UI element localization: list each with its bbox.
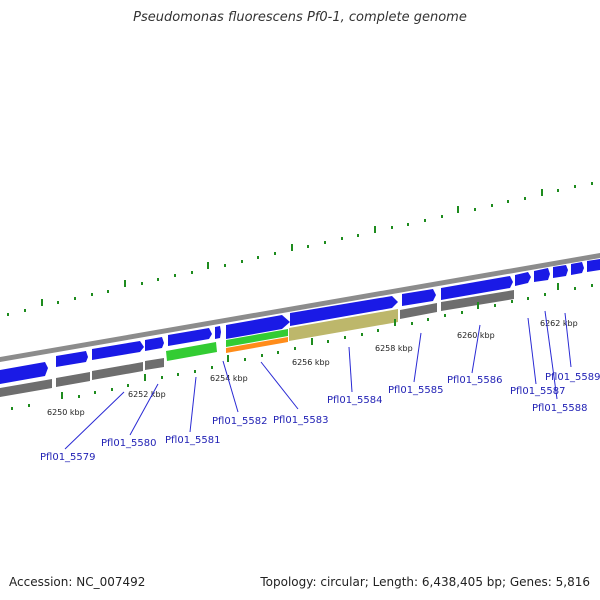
gene-label-pfl01-5588[interactable]: Pfl01_5588 (532, 403, 588, 414)
cds-arrow (215, 326, 221, 339)
gene-block (0, 379, 52, 397)
cds-arrow (515, 272, 531, 286)
genome-backbone (0, 253, 600, 362)
callout-lines (64, 310, 572, 450)
gene-track (0, 290, 514, 397)
cds-arrow (441, 276, 513, 300)
cds-arrow (402, 289, 436, 306)
cds-arrow (168, 328, 212, 346)
cds-arrow (0, 362, 48, 384)
gene-block (400, 303, 437, 319)
cds-arrow (587, 259, 600, 272)
gene-label-pfl01-5581[interactable]: Pfl01_5581 (165, 435, 221, 446)
cds-arrow (534, 268, 550, 282)
cds-arrow (226, 315, 290, 339)
kbp-label: 6254 kbp (210, 374, 248, 383)
kbp-label: 6250 kbp (47, 408, 85, 417)
gene-label-pfl01-5585[interactable]: Pfl01_5585 (388, 385, 444, 396)
green-feature (166, 342, 217, 361)
orange-feature (226, 337, 288, 353)
gene-label-pfl01-5586[interactable]: Pfl01_5586 (447, 375, 503, 386)
kbp-label: 6262 kbp (540, 319, 578, 328)
gene-label-pfl01-5580[interactable]: Pfl01_5580 (101, 438, 157, 449)
gene-label-pfl01-5579[interactable]: Pfl01_5579 (40, 452, 96, 463)
cds-arrow (571, 262, 584, 275)
cds-arrow (56, 351, 88, 367)
kbp-label: 6252 kbp (128, 390, 166, 399)
accession-label: Accession: NC_007492 (9, 575, 146, 589)
gene-block (441, 290, 514, 311)
kbp-label: 6260 kbp (457, 331, 495, 340)
olive-feature (289, 309, 398, 341)
map-title: Pseudomonas fluorescens Pf0-1, complete … (133, 10, 467, 25)
green-feature-small (226, 329, 288, 347)
inner-tick-row (11, 283, 593, 410)
cds-arrow (290, 296, 398, 326)
gene-label-pfl01-5584[interactable]: Pfl01_5584 (327, 395, 383, 406)
gene-label-pfl01-5587[interactable]: Pfl01_5587 (510, 386, 566, 397)
forward-cds-row (0, 259, 600, 384)
gene-block (145, 358, 164, 370)
cds-arrow (553, 265, 568, 278)
cds-arrow (145, 337, 164, 351)
gene-label-pfl01-5582[interactable]: Pfl01_5582 (212, 416, 268, 427)
outer-tick-row (7, 182, 593, 316)
gene-label-pfl01-5589[interactable]: Pfl01_5589 (545, 372, 600, 383)
kbp-label: 6258 kbp (375, 344, 413, 353)
gene-label-pfl01-5583[interactable]: Pfl01_5583 (273, 415, 329, 426)
genome-meta-label: Topology: circular; Length: 6,438,405 bp… (260, 575, 590, 589)
cds-arrow (92, 341, 144, 360)
gene-block (56, 372, 90, 387)
gene-block (92, 362, 143, 380)
kbp-label: 6256 kbp (292, 358, 330, 367)
